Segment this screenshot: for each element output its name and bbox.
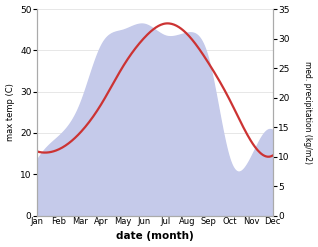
Y-axis label: max temp (C): max temp (C) [5,83,15,141]
Y-axis label: med. precipitation (kg/m2): med. precipitation (kg/m2) [303,61,313,164]
X-axis label: date (month): date (month) [116,231,194,242]
